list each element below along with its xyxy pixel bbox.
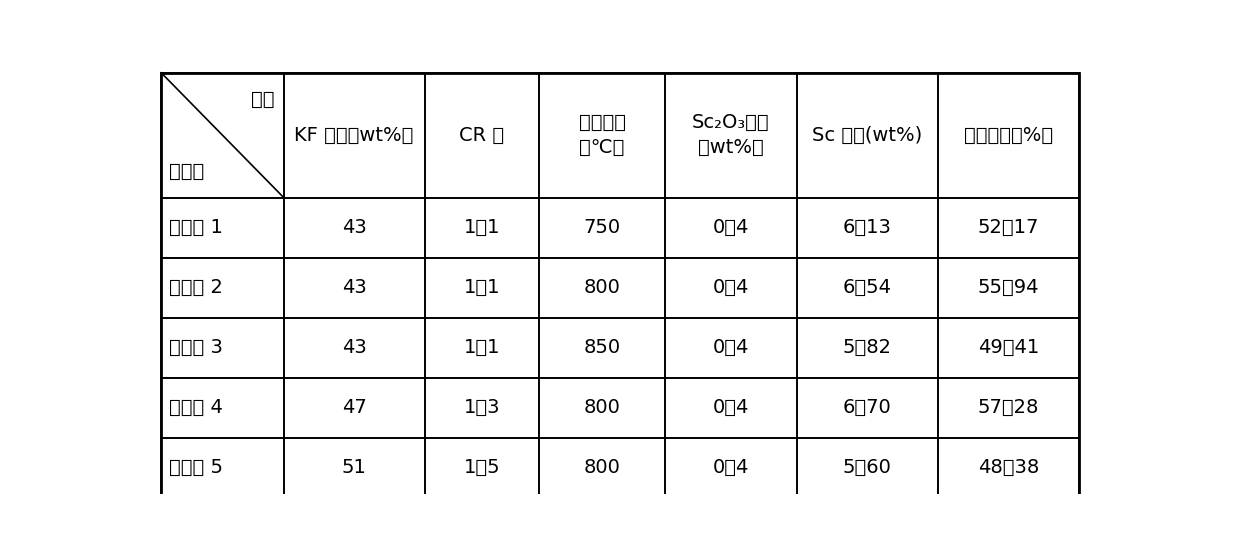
Text: 0．4: 0．4 [713,278,749,297]
Bar [937,258,1079,317]
Text: 1．1: 1．1 [464,278,500,297]
Bar [937,73,1079,198]
Bar [424,378,539,438]
Bar [284,73,424,198]
Bar [424,258,539,317]
Text: 实施例 4: 实施例 4 [169,398,223,417]
Bar [161,73,284,198]
Text: 5．60: 5．60 [843,458,892,477]
Bar [539,438,665,498]
Text: （℃）: （℃） [579,138,625,157]
Text: 49．41: 49．41 [977,338,1039,357]
Text: 43: 43 [342,278,367,297]
Bar [665,378,797,438]
Text: 52．17: 52．17 [977,218,1039,237]
Text: 实施例 3: 实施例 3 [169,338,223,357]
Text: 实验组: 实验组 [169,162,205,180]
Bar [284,198,424,258]
Bar [161,258,284,317]
Text: 800: 800 [584,398,620,417]
Bar [797,258,937,317]
Bar [424,73,539,198]
Bar [284,317,424,378]
Text: （wt%）: （wt%） [698,138,764,157]
Bar [797,378,937,438]
Bar [539,317,665,378]
Text: 5．82: 5．82 [843,338,892,357]
Text: 55．94: 55．94 [977,278,1039,297]
Bar [284,378,424,438]
Text: 0．4: 0．4 [713,398,749,417]
Text: 0．4: 0．4 [713,218,749,237]
Bar [161,438,284,498]
Text: 实施例 2: 实施例 2 [169,278,223,297]
Bar [424,317,539,378]
Bar [539,73,665,198]
Bar [665,73,797,198]
Bar [937,378,1079,438]
Bar [161,317,284,378]
Text: 实施例 1: 实施例 1 [169,218,223,237]
Bar [665,198,797,258]
Text: Sc 含量(wt%): Sc 含量(wt%) [812,125,923,145]
Text: 51: 51 [342,458,367,477]
Text: 0．4: 0．4 [713,458,749,477]
Bar [284,258,424,317]
Text: 1．3: 1．3 [464,398,500,417]
Text: CR 比: CR 比 [460,125,505,145]
Text: 43: 43 [342,218,367,237]
Text: 57．28: 57．28 [977,398,1039,417]
Bar [937,317,1079,378]
Bar [797,73,937,198]
Text: 800: 800 [584,278,620,297]
Bar [539,198,665,258]
Bar [937,438,1079,498]
Text: 0．4: 0．4 [713,338,749,357]
Text: 实施例 5: 实施例 5 [169,458,223,477]
Text: 1．1: 1．1 [464,218,500,237]
Bar [665,317,797,378]
Text: Sc₂O₃占量: Sc₂O₃占量 [692,113,770,132]
Bar [424,198,539,258]
Bar [665,258,797,317]
Bar [284,438,424,498]
Text: 电流效率（%）: 电流效率（%） [963,125,1053,145]
Text: 6．70: 6．70 [843,398,892,417]
Text: 电解温度: 电解温度 [579,113,626,132]
Bar [797,198,937,258]
Text: 1．5: 1．5 [464,458,501,477]
Bar [424,438,539,498]
Text: 43: 43 [342,338,367,357]
Text: 47: 47 [342,398,367,417]
Bar [937,198,1079,258]
Bar [539,258,665,317]
Text: 850: 850 [584,338,621,357]
Bar [797,438,937,498]
Text: 指标: 指标 [250,90,274,109]
Bar [161,198,284,258]
Text: 1．1: 1．1 [464,338,500,357]
Text: 6．54: 6．54 [843,278,892,297]
Text: 6．13: 6．13 [843,218,892,237]
Text: 800: 800 [584,458,620,477]
Text: 48．38: 48．38 [977,458,1039,477]
Bar [797,317,937,378]
Text: 750: 750 [584,218,621,237]
Bar [665,438,797,498]
Bar [161,378,284,438]
Bar [539,378,665,438]
Text: KF 占量（wt%）: KF 占量（wt%） [294,125,414,145]
